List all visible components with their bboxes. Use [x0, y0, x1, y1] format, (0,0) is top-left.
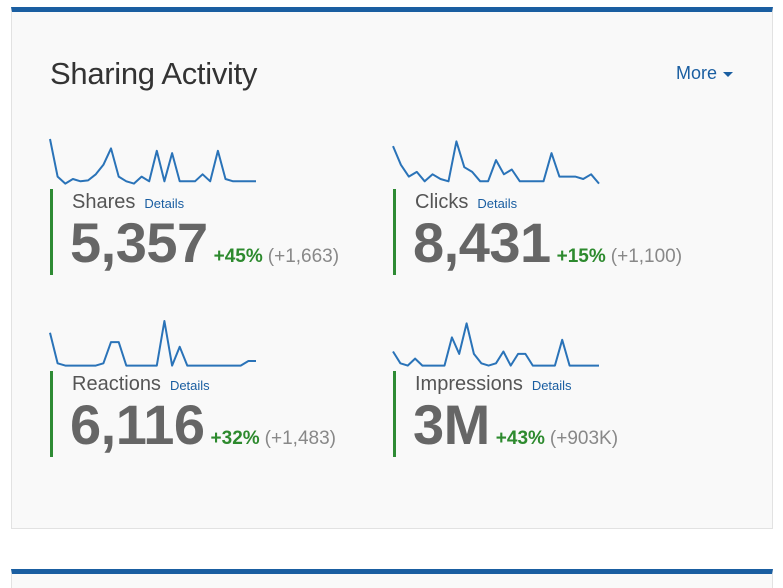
clicks-label: Clicks: [415, 191, 469, 213]
more-label: More: [676, 63, 718, 83]
reactions-change-percent: +32%: [210, 428, 260, 449]
clicks-change-absolute: (+1,100): [610, 246, 683, 267]
clicks-stat: Clicks Details 8,431 +15% (+1,100): [393, 189, 682, 275]
shares-value: 5,357: [70, 211, 208, 274]
shares-details-link[interactable]: Details: [144, 196, 185, 211]
shares-change-absolute: (+1,663): [267, 246, 340, 267]
reactions-change-absolute: (+1,483): [264, 428, 336, 449]
reactions-sparkline: [49, 320, 256, 367]
reactions-details-link[interactable]: Details: [169, 378, 210, 393]
clicks-details-link[interactable]: Details: [477, 196, 518, 211]
impressions-change-absolute: (+903K): [549, 428, 619, 449]
more-dropdown-button[interactable]: More: [676, 63, 734, 84]
sharing-activity-card: Sharing Activity More Shares Details 5,3…: [11, 7, 773, 529]
shares-stat: Shares Details 5,357 +45% (+1,663): [50, 189, 339, 275]
impressions-change-percent: +43%: [495, 428, 545, 449]
clicks-sparkline: [392, 140, 600, 185]
impressions-value: 3M: [413, 393, 490, 456]
impressions-sparkline: [392, 322, 599, 367]
clicks-change-percent: +15%: [556, 246, 606, 267]
sparkline-line: [392, 140, 600, 185]
next-card-top-edge: [11, 569, 773, 588]
card-title: Sharing Activity: [50, 56, 258, 91]
impressions-label: Impressions: [415, 373, 523, 395]
sparkline-line: [49, 138, 256, 185]
reactions-label: Reactions: [72, 373, 161, 395]
sparkline-line: [49, 320, 256, 367]
shares-sparkline: [49, 138, 256, 185]
reactions-value: 6,116: [70, 393, 205, 456]
shares-change-percent: +45%: [213, 246, 263, 267]
impressions-details-link[interactable]: Details: [531, 378, 572, 393]
caret-down-icon: [723, 72, 734, 77]
impressions-stat: Impressions Details 3M +43% (+903K): [393, 371, 618, 457]
clicks-value: 8,431: [413, 211, 551, 274]
sparkline-line: [392, 322, 599, 367]
reactions-stat: Reactions Details 6,116 +32% (+1,483): [50, 371, 336, 457]
shares-label: Shares: [72, 191, 136, 213]
